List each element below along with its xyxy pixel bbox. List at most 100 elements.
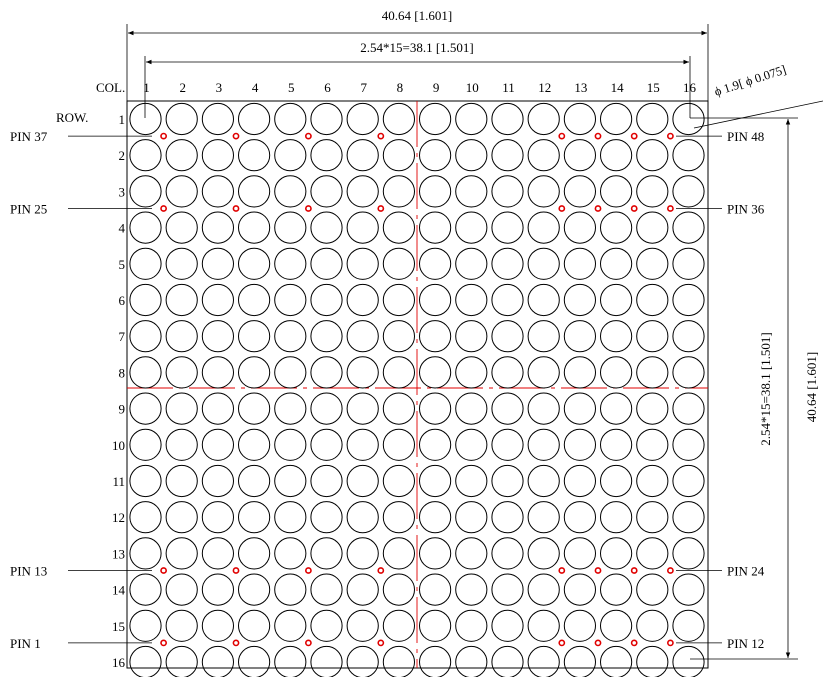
led-dot	[672, 428, 705, 461]
pin-mark	[558, 205, 566, 212]
pin-mark	[667, 132, 674, 140]
led-dot	[346, 247, 379, 280]
led-dot	[527, 139, 560, 172]
led-dot	[274, 247, 307, 280]
led-dot	[455, 247, 488, 280]
led-dot	[238, 247, 271, 280]
led-dot	[672, 175, 705, 208]
led-dot	[672, 609, 705, 642]
led-dot	[165, 392, 198, 425]
led-dot	[455, 211, 488, 244]
led-dot	[382, 464, 415, 498]
led-dot	[201, 645, 234, 679]
led-dot	[672, 501, 705, 534]
led-dot	[201, 356, 234, 389]
overall-width-dimension: 40.64 [1.601]	[126, 8, 709, 101]
pin-mark	[594, 132, 602, 140]
led-dot	[491, 537, 524, 570]
led-dot	[419, 428, 452, 461]
led-dot	[455, 102, 488, 136]
overall-height-label: 40.64 [1.601]	[804, 352, 819, 422]
led-dot	[238, 501, 271, 534]
led-dot	[527, 645, 560, 679]
led-dot	[636, 464, 669, 498]
led-dot	[129, 211, 162, 244]
pin-mark	[630, 205, 638, 212]
led-dot	[238, 175, 271, 208]
led-dot	[419, 139, 452, 172]
column-number: 11	[502, 80, 515, 95]
led-dot	[636, 102, 669, 136]
pin-mark	[667, 639, 674, 647]
led-dot	[129, 356, 162, 389]
led-dot	[636, 645, 669, 679]
led-dot	[600, 175, 633, 208]
module-outline	[126, 100, 709, 669]
led-dot	[563, 283, 597, 317]
led-dot	[563, 175, 597, 208]
led-dot	[382, 537, 415, 570]
led-dot	[491, 392, 524, 425]
led-dot	[672, 573, 705, 606]
led-dot	[274, 175, 307, 208]
pin-mark	[558, 567, 566, 574]
row-number: 11	[112, 474, 125, 489]
column-number: 2	[179, 80, 186, 95]
column-number: 7	[360, 80, 367, 95]
led-dot	[201, 392, 234, 425]
pin-mark	[304, 205, 312, 212]
led-dot	[527, 320, 560, 353]
led-dot	[527, 356, 560, 389]
led-dot	[527, 464, 560, 498]
led-dot	[455, 501, 488, 534]
led-dot	[419, 175, 452, 208]
led-dot	[600, 247, 633, 280]
led-dot	[382, 283, 415, 317]
pin-mark	[160, 639, 167, 647]
overall-width-label: 40.64 [1.601]	[382, 8, 452, 23]
led-dot	[346, 320, 379, 353]
led-dot	[165, 537, 198, 570]
led-dot	[600, 283, 633, 317]
led-dot	[455, 464, 488, 498]
led-dot	[346, 501, 379, 534]
led-dot	[310, 320, 343, 353]
led-dot	[274, 356, 307, 389]
led-dot	[382, 211, 415, 244]
pin-mark	[594, 205, 602, 212]
led-dot	[382, 392, 415, 425]
led-dot	[165, 464, 198, 498]
led-dot	[382, 356, 415, 389]
pin-mark	[377, 639, 385, 647]
led-dot	[636, 247, 669, 280]
led-dot	[455, 645, 488, 679]
led-dot	[310, 609, 343, 642]
pin-mark	[667, 205, 674, 212]
led-dot	[672, 537, 705, 570]
led-dot	[672, 645, 705, 679]
led-dot	[346, 283, 379, 317]
led-dot	[600, 464, 633, 498]
led-dot	[382, 175, 415, 208]
column-numbers: 1 2 3 4 5 6 7 8 9 10 11 12 13 14 15 16	[143, 80, 696, 95]
led-dot	[527, 501, 560, 534]
pitch-width-label: 2.54*15=38.1 [1.501]	[360, 40, 474, 55]
led-dot	[165, 247, 198, 280]
led-dot	[310, 356, 343, 389]
led-dot	[346, 356, 379, 389]
led-dot	[274, 102, 307, 136]
row-number: 1	[119, 112, 126, 127]
led-dot	[563, 392, 597, 425]
pin-mark	[304, 567, 312, 574]
led-dot	[563, 211, 597, 244]
led-dot	[238, 102, 271, 136]
led-dot	[165, 102, 198, 136]
led-dot	[672, 102, 705, 136]
led-dot	[238, 428, 271, 461]
pin-mark	[377, 205, 385, 212]
led-dot	[491, 464, 524, 498]
led-dot	[310, 428, 343, 461]
led-dot	[672, 320, 705, 353]
led-dot	[238, 356, 271, 389]
led-dot	[455, 537, 488, 570]
